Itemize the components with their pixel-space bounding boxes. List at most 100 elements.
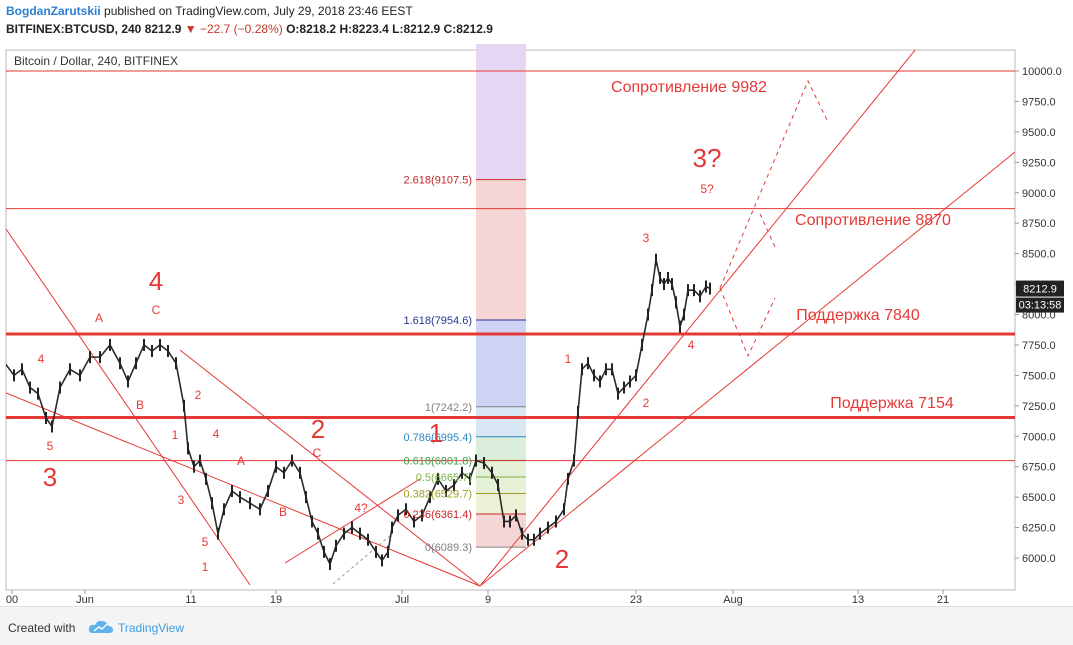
tradingview-brand-link[interactable]: TradingView <box>118 621 185 635</box>
wave-label: 3? <box>693 143 722 173</box>
y-tick-label: 7750.0 <box>1022 340 1056 352</box>
created-with-text: Created with <box>8 621 76 635</box>
wave-label: 2 <box>195 388 202 402</box>
y-tick-label: 8750.0 <box>1022 218 1056 230</box>
projection-path-grey <box>332 533 393 585</box>
current-price-tag <box>1016 280 1064 297</box>
y-tick-label: 6750.0 <box>1022 462 1056 474</box>
fib-level-label: 0.5(6665.7) <box>416 472 472 484</box>
fib-level-label: 0(6089.3) <box>425 542 472 554</box>
wave-label: 1 <box>172 428 179 442</box>
trend-channel-line <box>6 228 251 586</box>
wave-label: 1 <box>429 418 443 448</box>
x-tick-label: 21 <box>937 594 949 606</box>
y-tick-label: 7000.0 <box>1022 431 1056 443</box>
wave-label: 1 <box>202 560 209 574</box>
fib-level-label: 0.382(6529.7) <box>404 489 473 501</box>
y-tick-label: 9750.0 <box>1022 96 1056 108</box>
wave-label: 2 <box>555 544 569 574</box>
chart-title: Bitcoin / Dollar, 240, BITFINEX <box>14 54 178 68</box>
wave-label: 3 <box>43 462 57 492</box>
wave-label: B <box>136 398 144 412</box>
x-tick-label: 23 <box>630 594 642 606</box>
countdown-label: 03:13:58 <box>1019 300 1062 312</box>
trend-channel-line <box>179 349 481 587</box>
wave-label: 4 <box>688 338 695 352</box>
wave-label: 1 <box>565 352 572 366</box>
symbol-label: BITFINEX:BTCUSD, 240 <box>6 22 142 36</box>
fib-level-label: 1(7242.2) <box>425 402 472 414</box>
x-tick-label: Aug <box>723 594 743 606</box>
x-tick-label: 11 <box>185 594 196 606</box>
projection-path <box>719 79 829 289</box>
x-tick-label: Jun <box>76 594 94 606</box>
chart-header: BogdanZarutskii published on TradingView… <box>0 0 1073 44</box>
x-tick-label: 13 <box>852 594 864 606</box>
trend-channel-line <box>479 151 1015 587</box>
wave-label: 2 <box>311 414 325 444</box>
projection-path <box>759 213 777 250</box>
wave-label: B <box>279 505 287 519</box>
fib-zone-236 <box>476 513 526 548</box>
change-value: −22.7 (−0.28%) <box>199 22 283 36</box>
wave-label: A <box>237 454 245 468</box>
trend-channel-line <box>6 392 481 587</box>
x-tick-label: 9 <box>485 594 491 606</box>
trend-channel-line <box>284 478 421 564</box>
wave-label: 4? <box>354 501 368 515</box>
level-label: Поддержка 7840 <box>796 307 920 324</box>
wave-label: 2 <box>643 396 650 410</box>
wave-label: 3 <box>643 231 650 245</box>
level-label: Поддержка 7154 <box>830 395 954 412</box>
publish-line: BogdanZarutskii published on TradingView… <box>6 4 413 18</box>
tradingview-cloud-icon <box>88 620 113 633</box>
open-value: O:8218.2 <box>286 22 337 36</box>
wave-label: 5 <box>47 439 54 453</box>
y-tick-label: 10000.0 <box>1022 66 1062 78</box>
y-tick-label: 6500.0 <box>1022 492 1056 504</box>
x-tick-label: Jul <box>395 594 409 606</box>
y-tick-label: 6250.0 <box>1022 523 1056 535</box>
wave-label: 4 <box>38 352 45 366</box>
projection-path <box>719 287 776 358</box>
high-value: H:8223.4 <box>339 22 389 36</box>
fib-zone-618 <box>476 436 526 461</box>
y-tick-label: 6000.0 <box>1022 553 1056 565</box>
level-label: Сопротивление 9982 <box>611 79 767 96</box>
fib-level-label: 0.618(6801.8) <box>404 455 473 467</box>
fib-zone-top <box>476 44 526 180</box>
down-arrow-icon: ▼ <box>184 22 197 36</box>
wave-label: 4 <box>149 266 163 296</box>
y-tick-label: 7250.0 <box>1022 401 1056 413</box>
close-value: C:8212.9 <box>443 22 493 36</box>
level-label: Сопротивление 8870 <box>795 212 951 229</box>
fib-zone-786 <box>476 406 526 437</box>
x-tick-label: 19 <box>270 594 282 606</box>
fib-level-label: 0.786(6995.4) <box>404 432 473 444</box>
price-chart[interactable]: 10000.0 9750.0 9500.0 9250.0 9000.0 8750.0 850… <box>0 44 1073 606</box>
wave-label: C <box>313 446 322 460</box>
current-price-label: 8212.9 <box>1023 284 1057 296</box>
author-link[interactable]: BogdanZarutskii <box>6 4 101 18</box>
y-tick-label: 9250.0 <box>1022 157 1056 169</box>
fib-level-label: 2.618(9107.5) <box>404 175 473 187</box>
y-tick-label: 8500.0 <box>1022 249 1056 261</box>
wave-label: 5? <box>700 182 714 196</box>
wave-label: 5 <box>202 535 209 549</box>
trend-channel-line <box>479 50 916 587</box>
wave-label: 3 <box>178 493 185 507</box>
symbol-line: BITFINEX:BTCUSD, 240 8212.9 ▼ −22.7 (−0.… <box>6 22 493 36</box>
y-tick-label: 9500.0 <box>1022 127 1056 139</box>
publish-text: published on TradingView.com, July 29, 2… <box>100 4 413 18</box>
last-price: 8212.9 <box>144 22 182 36</box>
wave-label: C <box>152 303 161 317</box>
fib-level-label: 0.236(6361.4) <box>404 509 473 521</box>
y-tick-label: 7500.0 <box>1022 370 1056 382</box>
fib-zone-upper <box>476 179 526 321</box>
fib-level-label: 1.618(7954.6) <box>404 315 473 327</box>
countdown-tag <box>1016 297 1064 313</box>
footer-bar: Created with TradingView <box>0 606 1073 645</box>
y-tick-label: 9000.0 <box>1022 188 1056 200</box>
wave-label: 4 <box>213 427 220 441</box>
low-value: L:8212.9 <box>392 22 441 36</box>
